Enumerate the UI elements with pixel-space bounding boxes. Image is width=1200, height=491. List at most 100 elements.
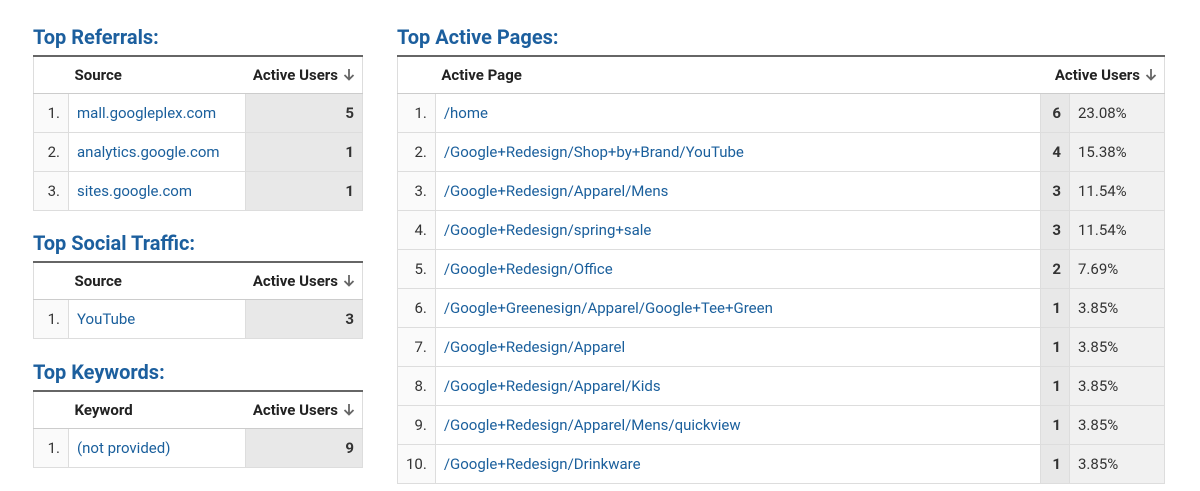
table-row: 1. (not provided) 9 [33,428,363,468]
data-table: Source Active Users 1. YouTube 3 [33,261,363,339]
row-number: 8. [397,366,436,406]
row-number: 9. [397,405,436,445]
value-cell: 1 [1040,366,1070,406]
link-cell[interactable]: /Google+Redesign/Office [434,249,1042,289]
social-panel: Top Social Traffic: Source Active Users 1. Y… [33,231,363,339]
header-row: Source Active Users [33,262,363,300]
row-number: 1. [33,93,69,133]
percent-cell: 7.69% [1069,249,1165,289]
value-cell: 3 [245,299,363,339]
header-label: Active Users [252,66,338,84]
table-row: 2./Google+Redesign/Shop+by+Brand/YouTube… [397,132,1165,172]
table-row: 3./Google+Redesign/Apparel/Mens 3 11.54% [397,171,1165,211]
table-row: 7./Google+Redesign/Apparel 1 3.85% [397,327,1165,367]
value-cell: 1 [245,171,363,211]
table-row: 4./Google+Redesign/spring+sale 3 11.54% [397,210,1165,250]
section-title: Top Active Pages: [397,25,559,49]
header-cell[interactable]: Active Users [245,56,363,94]
percent-cell: 23.08% [1069,93,1165,133]
header-row: Keyword Active Users [33,391,363,429]
table-row: 1. YouTube 3 [33,299,363,339]
header-cell [33,391,69,429]
value-cell: 1 [1040,288,1070,328]
sort-icon [343,69,355,81]
link-cell[interactable]: YouTube [68,299,246,339]
pages-panel: Top Active Pages: Active Page Active Users… [397,25,1165,484]
sort-icon [343,404,355,416]
table-row: 2. analytics.google.com 1 [33,132,363,172]
data-table: Active Page Active Users 1./home 6 23.08% 2. /… [397,55,1165,484]
sort-icon [343,275,355,287]
row-number: 1. [33,428,69,468]
row-number: 5. [397,249,436,289]
link-cell[interactable]: sites.google.com [68,171,246,211]
percent-cell: 11.54% [1069,210,1165,250]
header-cell: Source [68,262,246,300]
header-label: Active Users [252,401,338,419]
row-number: 10. [397,444,436,484]
header-cell[interactable]: Active Users [245,391,363,429]
table-row: 1. mall.googleplex.com 5 [33,93,363,133]
section-title: Top Keywords: [33,360,165,384]
value-cell: 6 [1040,93,1070,133]
header-cell [33,262,69,300]
percent-cell: 15.38% [1069,132,1165,172]
header-label: Active Users [252,272,338,290]
link-cell[interactable]: /Google+Redesign/Apparel/Mens/quickview [434,405,1042,445]
header-cell[interactable]: Active Users [1040,56,1165,94]
header-cell[interactable]: Active Users [245,262,363,300]
link-cell[interactable]: /Google+Redesign/Apparel/Kids [434,366,1042,406]
percent-cell: 11.54% [1069,171,1165,211]
value-cell: 1 [245,132,363,172]
value-cell: 1 [1040,405,1070,445]
row-number: 2. [397,132,436,172]
value-cell: 5 [245,93,363,133]
row-number: 1. [33,299,69,339]
table-row: 1./home 6 23.08% [397,93,1165,133]
keywords-panel: Top Keywords: Keyword Active Users 1. (not p… [33,360,363,468]
link-cell[interactable]: mall.googleplex.com [68,93,246,133]
link-cell[interactable]: (not provided) [68,428,246,468]
value-cell: 3 [1040,210,1070,250]
header-row: Active Page Active Users [397,56,1165,94]
row-number: 2. [33,132,69,172]
header-row: Source Active Users [33,56,363,94]
data-table: Source Active Users 1. mall.googleplex.com 5… [33,55,363,211]
table-row: 5./Google+Redesign/Office 2 7.69% [397,249,1165,289]
table-row: 10./Google+Redesign/Drinkware 1 3.85% [397,444,1165,484]
row-number: 3. [397,171,436,211]
table-row: 9./Google+Redesign/Apparel/Mens/quickvie… [397,405,1165,445]
link-cell[interactable]: /home [434,93,1042,133]
row-number: 6. [397,288,436,328]
link-cell[interactable]: analytics.google.com [68,132,246,172]
section-title: Top Referrals: [33,25,159,49]
referrals-panel: Top Referrals: Source Active Users 1. mall.g… [33,25,363,211]
row-number: 1. [397,93,436,133]
link-cell[interactable]: /Google+Redesign/Drinkware [434,444,1042,484]
percent-cell: 3.85% [1069,444,1165,484]
link-cell[interactable]: /Google+Redesign/Shop+by+Brand/YouTube [434,132,1042,172]
header-cell: Active Page [435,56,1041,94]
value-cell: 1 [1040,444,1070,484]
value-cell: 3 [1040,171,1070,211]
link-cell[interactable]: /Google+Redesign/Apparel/Mens [434,171,1042,211]
value-cell: 2 [1040,249,1070,289]
link-cell[interactable]: /Google+Greenesign/Apparel/Google+Tee+Gr… [434,288,1042,328]
table-row: 3. sites.google.com 1 [33,171,363,211]
row-number: 4. [397,210,436,250]
value-cell: 4 [1040,132,1070,172]
data-table: Keyword Active Users 1. (not provided) 9 [33,390,363,468]
sort-icon [1145,69,1157,81]
value-cell: 1 [1040,327,1070,367]
link-cell[interactable]: /Google+Redesign/Apparel [434,327,1042,367]
link-cell[interactable]: /Google+Redesign/spring+sale [434,210,1042,250]
header-cell: Keyword [68,391,246,429]
header-cell [33,56,69,94]
percent-cell: 3.85% [1069,288,1165,328]
header-cell: Source [68,56,246,94]
percent-cell: 3.85% [1069,366,1165,406]
section-title: Top Social Traffic: [33,231,196,255]
percent-cell: 3.85% [1069,405,1165,445]
table-row: 8./Google+Redesign/Apparel/Kids 1 3.85% [397,366,1165,406]
